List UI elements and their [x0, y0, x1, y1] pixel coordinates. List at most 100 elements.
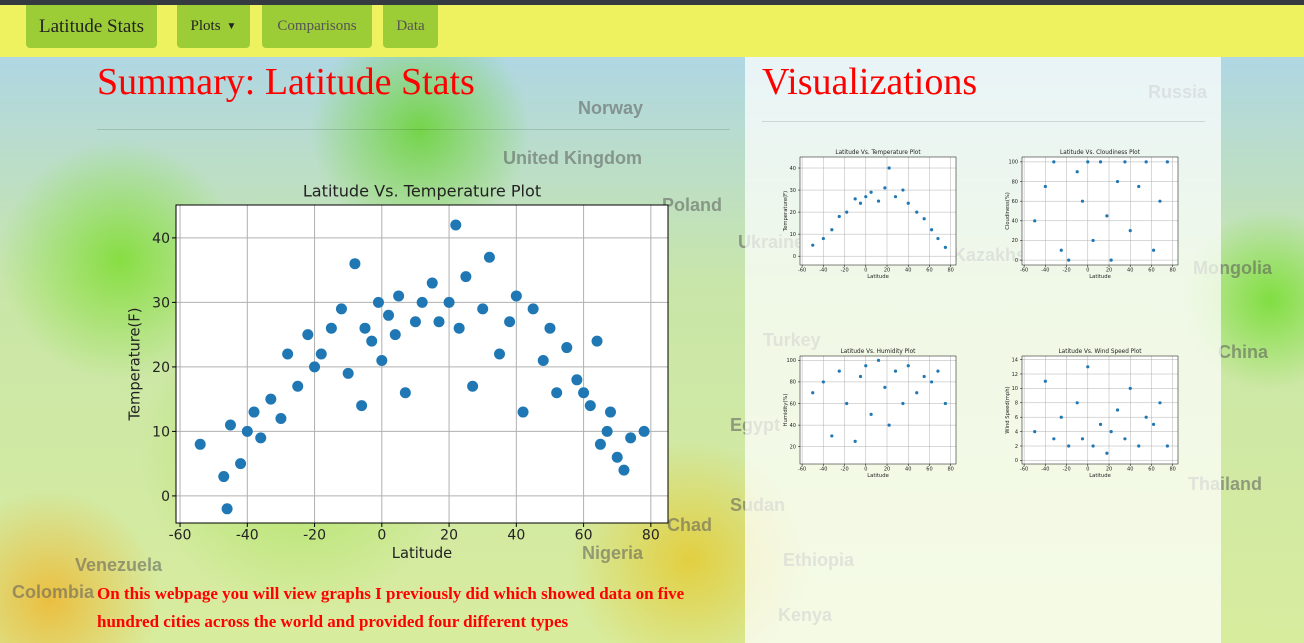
y-tick-label: 80: [790, 380, 796, 386]
y-tick-label: 8: [1015, 401, 1018, 407]
y-tick-label: 60: [1012, 199, 1018, 205]
x-tick-label: 80: [948, 268, 954, 274]
point: [335, 303, 347, 315]
y-axis-label: Cloudiness(%): [1005, 192, 1011, 230]
point: [887, 423, 891, 427]
point: [194, 438, 206, 450]
point: [922, 217, 926, 221]
x-tick-label: 20: [884, 268, 890, 274]
point: [551, 387, 563, 399]
point: [517, 406, 529, 418]
point: [618, 464, 630, 476]
x-tick-label: 0: [1086, 268, 1089, 274]
point: [1043, 379, 1047, 383]
point: [943, 245, 947, 249]
point: [1109, 258, 1113, 262]
point: [906, 201, 910, 205]
point: [883, 186, 887, 190]
point: [625, 432, 637, 444]
y-tick-label: 100: [1008, 160, 1018, 166]
point: [1165, 444, 1169, 448]
point: [433, 316, 445, 328]
nav-item-label[interactable]: Plots: [190, 18, 221, 34]
point: [235, 458, 247, 470]
point: [571, 374, 583, 386]
y-tick-label: 0: [1015, 258, 1018, 264]
y-tick-label: 30: [790, 188, 796, 194]
chart-title: Latitude Vs. Temperature Plot: [303, 182, 541, 201]
point: [376, 354, 388, 366]
point: [869, 190, 873, 194]
y-tick-label: 40: [790, 423, 796, 429]
x-tick-label: 80: [1170, 467, 1176, 473]
y-tick-label: 80: [1012, 179, 1018, 185]
plot-area: [800, 157, 956, 265]
point: [443, 296, 455, 308]
x-axis-label: Latitude: [867, 274, 889, 280]
point: [893, 195, 898, 199]
x-tick-label: 80: [642, 528, 660, 544]
y-tick-label: 0: [161, 489, 170, 505]
point: [342, 367, 354, 379]
x-tick-label: 40: [1127, 268, 1133, 274]
x-tick-label: 0: [864, 467, 867, 473]
y-tick-label: 20: [790, 444, 796, 450]
point: [901, 401, 905, 406]
y-tick-label: 12: [1012, 372, 1018, 378]
y-tick-label: 30: [152, 295, 170, 311]
x-tick-label: 60: [1148, 467, 1154, 473]
map-label: Nigeria: [582, 543, 644, 563]
point: [604, 406, 616, 418]
y-tick-label: 4: [1015, 429, 1018, 435]
point: [853, 439, 857, 443]
point: [366, 335, 378, 347]
point: [883, 385, 887, 389]
plot-frame: [175, 204, 669, 524]
plot-area: [1022, 157, 1178, 265]
caret: ▼: [226, 21, 237, 32]
x-tick-label: 0: [1086, 467, 1089, 473]
x-tick-label: 40: [1127, 467, 1133, 473]
point: [1091, 238, 1095, 243]
map-label: Colombia: [12, 582, 95, 602]
top-strip: [0, 0, 1304, 5]
point: [1043, 184, 1047, 189]
point: [887, 166, 891, 170]
point: [309, 361, 321, 373]
point: [1158, 401, 1162, 405]
point: [915, 391, 919, 395]
y-axis-label: Temperature(F): [127, 308, 144, 422]
point: [893, 369, 898, 373]
map-label: Norway: [578, 98, 644, 118]
y-tick-label: 6: [1015, 415, 1018, 421]
visualizations-panel: [745, 57, 1221, 643]
brand[interactable]: Latitude Stats: [26, 5, 157, 48]
point: [1115, 179, 1120, 184]
y-axis-label: Humidity(%): [783, 394, 789, 427]
point: [811, 391, 815, 395]
chart-title: Latitude Vs. Temperature Plot: [835, 150, 921, 156]
x-tick-label: -40: [236, 528, 259, 544]
nav-item[interactable]: Data: [383, 5, 438, 48]
point: [1151, 422, 1156, 426]
point: [504, 316, 516, 328]
nav-item[interactable]: Comparisons: [262, 5, 372, 48]
x-tick-label: 40: [507, 528, 525, 544]
point: [483, 251, 495, 263]
x-tick-label: -20: [1062, 268, 1070, 274]
point: [1098, 160, 1103, 164]
nav-item[interactable]: Plots ▼: [177, 5, 250, 48]
map-label: Poland: [662, 195, 723, 215]
point: [1075, 170, 1079, 174]
point: [611, 451, 623, 463]
map-label: United Kingdom: [503, 148, 642, 168]
y-tick-label: 20: [152, 360, 170, 376]
point: [241, 425, 253, 437]
x-tick-label: -40: [819, 467, 827, 473]
point: [255, 432, 267, 444]
point: [845, 210, 849, 214]
x-tick-label: 20: [440, 528, 458, 544]
point: [811, 243, 815, 247]
x-tick-label: 60: [926, 268, 932, 274]
